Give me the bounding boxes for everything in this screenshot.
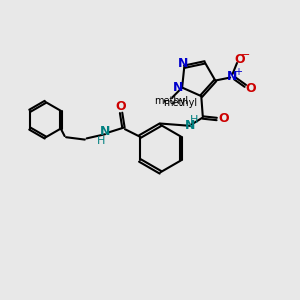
- Text: N: N: [227, 70, 238, 83]
- Text: O: O: [234, 52, 245, 66]
- Text: O: O: [218, 112, 229, 125]
- Text: O: O: [245, 82, 256, 95]
- Text: H: H: [190, 115, 198, 125]
- Text: H: H: [97, 136, 106, 146]
- Text: N: N: [173, 81, 184, 94]
- Text: +: +: [234, 67, 242, 76]
- Text: −: −: [241, 50, 250, 60]
- Text: methyl: methyl: [154, 96, 188, 106]
- Text: methyl: methyl: [174, 90, 222, 104]
- Text: N: N: [178, 57, 188, 70]
- Text: N: N: [185, 119, 196, 132]
- Text: methyl: methyl: [164, 98, 198, 108]
- Text: N: N: [100, 125, 110, 138]
- Text: methyl: methyl: [172, 90, 221, 104]
- Text: O: O: [116, 100, 126, 112]
